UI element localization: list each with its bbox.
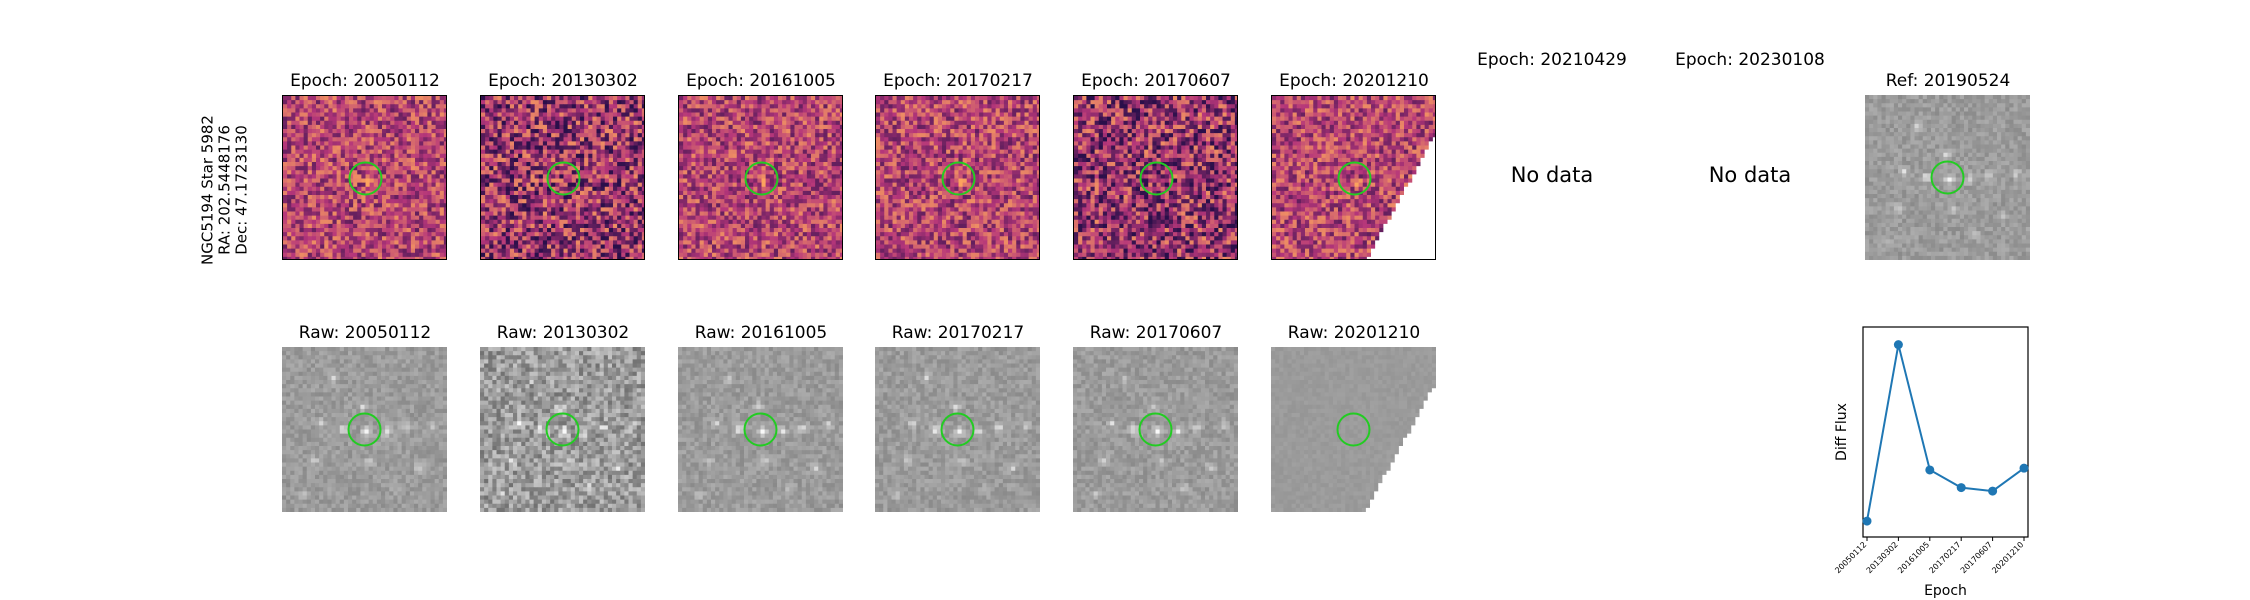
raw-image-6 bbox=[1271, 347, 1436, 512]
epoch-title-3: Epoch: 20161005 bbox=[641, 71, 881, 91]
pixel-grid bbox=[1865, 95, 2030, 260]
pixel-grid bbox=[283, 96, 446, 259]
raw-image-2 bbox=[480, 347, 645, 512]
target-circle bbox=[940, 412, 975, 447]
plot-frame bbox=[1862, 326, 2029, 538]
epoch-title-6: Epoch: 20201210 bbox=[1234, 71, 1474, 91]
no-data-7: No data bbox=[1432, 163, 1672, 187]
pixel-grid bbox=[480, 347, 645, 512]
ref-image bbox=[1865, 95, 2030, 260]
pixel-grid bbox=[282, 347, 447, 512]
raw-image-1 bbox=[282, 347, 447, 512]
object-name: NGC5194 Star 5982 bbox=[199, 115, 217, 265]
epoch-title-7: Epoch: 20210429 bbox=[1432, 50, 1672, 70]
target-circle bbox=[743, 412, 778, 447]
target-circle bbox=[347, 412, 382, 447]
diff-image-1 bbox=[282, 95, 447, 260]
pixel-grid bbox=[1074, 96, 1237, 259]
object-dec: Dec: 47.1723130 bbox=[233, 115, 251, 265]
target-circle bbox=[1139, 161, 1174, 196]
target-circle bbox=[546, 161, 581, 196]
target-circle bbox=[1337, 161, 1372, 196]
diff-image-2 bbox=[480, 95, 645, 260]
diff-image-3 bbox=[678, 95, 843, 260]
x-tick-label: 20161005 bbox=[1896, 540, 1931, 575]
ref-title: Ref: 20190524 bbox=[1828, 71, 2068, 91]
diff-image-5 bbox=[1073, 95, 1238, 260]
raw-title-3: Raw: 20161005 bbox=[641, 323, 881, 343]
data-point bbox=[1988, 486, 1998, 496]
pixel-grid bbox=[875, 347, 1040, 512]
raw-title-2: Raw: 20130302 bbox=[443, 323, 683, 343]
raw-title-4: Raw: 20170217 bbox=[838, 323, 1078, 343]
series-line bbox=[1866, 344, 2025, 522]
target-circle bbox=[1138, 412, 1173, 447]
epoch-title-4: Epoch: 20170217 bbox=[838, 71, 1078, 91]
diff-image-4 bbox=[875, 95, 1040, 260]
x-tick-label: 20050112 bbox=[1833, 540, 1868, 575]
raw-title-6: Raw: 20201210 bbox=[1234, 323, 1474, 343]
diff-image-6 bbox=[1271, 95, 1436, 260]
target-circle bbox=[348, 161, 383, 196]
pixel-grid bbox=[1271, 347, 1436, 512]
data-point bbox=[1862, 516, 1872, 526]
x-axis-label: Epoch bbox=[1924, 583, 1967, 599]
epoch-title-1: Epoch: 20050112 bbox=[245, 71, 485, 91]
data-point bbox=[2019, 463, 2029, 473]
target-circle bbox=[744, 161, 779, 196]
epoch-title-8: Epoch: 20230108 bbox=[1630, 50, 1870, 70]
pixel-grid bbox=[1272, 96, 1435, 259]
data-point bbox=[1893, 340, 1903, 350]
target-circle bbox=[545, 412, 580, 447]
x-tick-label: 20170607 bbox=[1959, 540, 1994, 575]
raw-title-1: Raw: 20050112 bbox=[245, 323, 485, 343]
pixel-grid bbox=[679, 96, 842, 259]
diff-flux-chart: 2005011220130302201610052017021720170607… bbox=[1833, 326, 2029, 599]
target-circle bbox=[1336, 412, 1371, 447]
epoch-title-2: Epoch: 20130302 bbox=[443, 71, 683, 91]
raw-image-4 bbox=[875, 347, 1040, 512]
raw-title-5: Raw: 20170607 bbox=[1036, 323, 1276, 343]
pixel-grid bbox=[876, 96, 1039, 259]
pixel-grid bbox=[1073, 347, 1238, 512]
target-circle bbox=[941, 161, 976, 196]
x-tick-label: 20201210 bbox=[1990, 540, 2025, 575]
pixel-grid bbox=[481, 96, 644, 259]
pixel-grid bbox=[678, 347, 843, 512]
data-point bbox=[1925, 465, 1935, 475]
y-axis-label: Diff Flux bbox=[1834, 403, 1850, 461]
no-data-8: No data bbox=[1630, 163, 1870, 187]
raw-image-3 bbox=[678, 347, 843, 512]
x-tick-label: 20170217 bbox=[1927, 540, 1962, 575]
object-ra: RA: 202.5448176 bbox=[216, 115, 234, 265]
raw-image-5 bbox=[1073, 347, 1238, 512]
target-circle bbox=[1930, 160, 1965, 195]
data-point bbox=[1956, 483, 1966, 493]
epoch-title-5: Epoch: 20170607 bbox=[1036, 71, 1276, 91]
x-tick-label: 20130302 bbox=[1865, 540, 1900, 575]
